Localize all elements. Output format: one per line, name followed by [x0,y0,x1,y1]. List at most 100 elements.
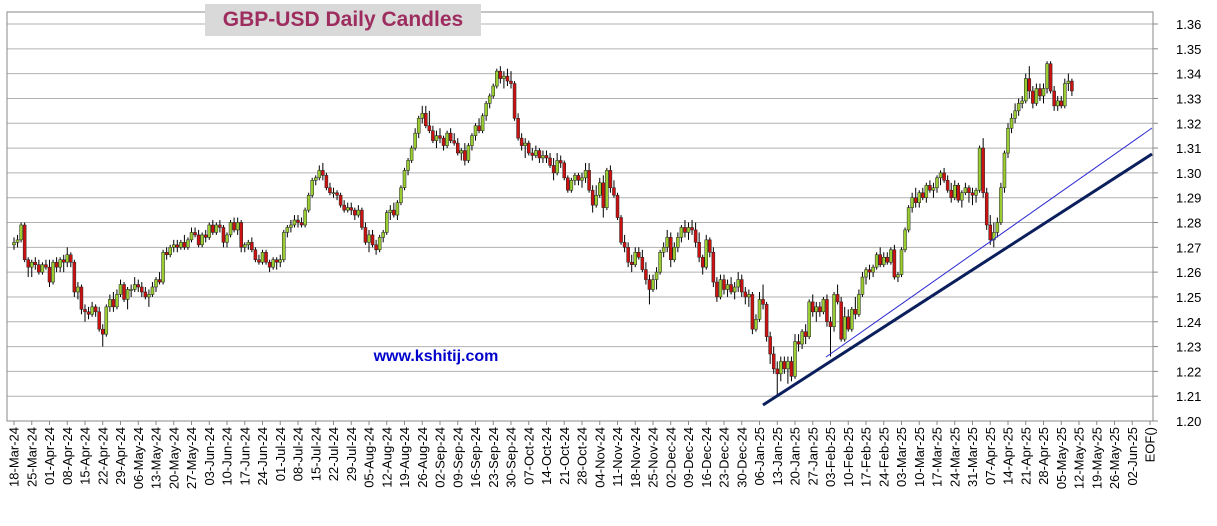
candle-body [984,192,989,226]
candle-body [832,294,836,327]
candle-body [349,207,353,211]
candle-body [477,125,481,131]
candle-body [938,172,943,179]
x-tick-label: 22-Jul-24 [326,427,341,481]
plot-frame [6,11,1154,422]
candle-body [331,192,336,194]
candle-body [303,209,307,226]
x-tick-label: 09-Dec-24 [681,427,696,488]
candle-body [182,242,187,248]
x-tick-label: 09-Sep-24 [450,427,465,488]
candle-body [800,331,804,345]
candle-body [995,222,1000,233]
y-tick-label: 1.26 [1176,265,1201,280]
candle-body [857,294,861,315]
candle-body [942,172,946,181]
candle-body [395,202,400,216]
x-tick-label: 23-Dec-24 [717,427,732,488]
candle-body [775,368,779,375]
candle-body [239,222,243,248]
candle-body [842,316,847,340]
candle-body [232,222,236,231]
candle-body [835,294,840,303]
candle-body [637,252,641,258]
candle-body [537,150,542,159]
candle-body [463,150,467,161]
x-tick-label: 08-Jul-24 [291,427,306,481]
trend-line [762,152,1153,407]
candle-body [771,353,776,370]
candle-body [172,244,176,248]
x-tick-label: 26-Aug-24 [415,427,430,488]
candle-body [37,264,41,273]
x-tick-label: 12-Aug-24 [379,427,394,488]
candle-body [928,185,932,191]
candle-body [590,189,595,206]
candle-body [544,155,549,159]
x-tick-label: 18-Nov-24 [628,427,643,488]
candle-body [860,276,865,295]
candle-body [757,299,762,320]
candle-body [1034,88,1039,104]
candle-body [527,142,531,154]
candle-body [278,259,282,263]
candle-body [1002,152,1007,189]
candle-body [296,219,300,223]
candle-body [76,286,80,293]
candle-body [718,279,723,298]
candle-body [164,252,169,256]
candle-body [587,170,591,191]
candle-body [629,261,634,265]
candle-body [1024,78,1028,102]
x-tick-label: 02-Sep-24 [433,427,448,488]
candle-body [516,118,520,139]
x-tick-label: 25-Nov-24 [646,427,661,488]
candle-body [974,189,978,196]
x-tick-label: 10-Mar-25 [912,427,927,487]
candle-body [136,284,140,288]
candle-body [214,224,219,233]
x-tick-label: 30-Sep-24 [504,427,519,488]
candle-body [814,306,819,313]
candle-body [906,207,911,231]
candle-body [811,301,815,313]
candle-body [484,103,488,117]
candle-body [605,170,609,208]
chart-title: GBP-USD Daily Candles [223,8,463,31]
candle-body [541,155,545,159]
candle-body [363,227,368,243]
x-tick-label: 03-Jun-24 [202,427,217,486]
x-tick-label: 28-Apr-25 [1036,427,1051,485]
candle-body [846,316,850,330]
x-tick-label: 14-Oct-24 [539,427,554,485]
candle-body [253,249,258,260]
candle-body [79,286,84,310]
candle-body [697,242,701,258]
y-tick-label: 1.31 [1176,141,1201,156]
candle-body [679,227,684,238]
y-tick-label: 1.25 [1176,290,1201,305]
candle-body [374,244,378,251]
candle-body [551,165,556,174]
x-tick-label: 15-Apr-24 [78,427,93,485]
candle-body [306,194,311,211]
candle-body [97,311,101,330]
candle-body [196,234,201,246]
candle-body [19,224,23,241]
candle-body [115,294,119,308]
x-tick-label: 21-Apr-25 [1018,427,1033,485]
candle-body [1052,90,1056,107]
candle-body [292,219,297,226]
candles [12,61,1074,397]
candle-body [83,309,87,313]
candle-body [569,180,574,191]
candle-body [235,222,240,231]
candle-body [715,281,719,298]
candle-body [342,204,346,211]
x-tick-label: 24-Jun-24 [255,427,270,486]
candle-body [573,175,577,181]
x-tick-label: 19-May-25 [1089,427,1104,489]
candle-body [200,234,204,246]
candle-body [789,361,794,377]
candle-body [903,229,907,251]
